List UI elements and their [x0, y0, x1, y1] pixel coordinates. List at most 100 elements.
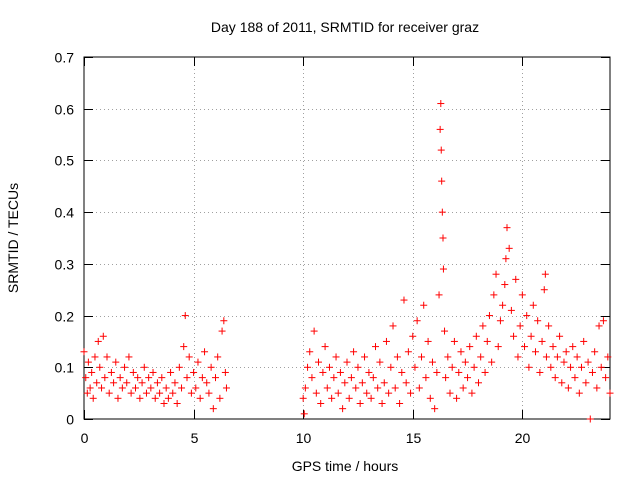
data-point — [459, 384, 467, 392]
data-point — [580, 337, 588, 345]
data-point — [531, 348, 539, 356]
data-point — [153, 379, 161, 387]
data-point — [428, 358, 436, 366]
data-point — [501, 281, 509, 289]
data-point — [88, 368, 96, 376]
x-axis-label: GPS time / hours — [292, 458, 399, 474]
y-tick-label: 0 — [66, 412, 74, 428]
data-point — [466, 343, 474, 351]
data-point — [560, 358, 568, 366]
data-point — [365, 368, 373, 376]
data-point — [147, 384, 155, 392]
data-point — [418, 353, 426, 361]
data-point — [514, 353, 522, 361]
data-point — [438, 208, 446, 216]
data-point — [220, 317, 228, 325]
data-point — [541, 270, 549, 278]
data-point — [118, 384, 126, 392]
data-point — [499, 301, 507, 309]
data-point — [564, 384, 572, 392]
data-point — [558, 379, 566, 387]
y-tick-label: 0.2 — [55, 309, 75, 325]
data-point — [540, 286, 548, 294]
x-tick-label: 10 — [296, 430, 312, 446]
data-point — [361, 353, 369, 361]
data-point — [448, 363, 456, 371]
data-points — [80, 100, 614, 423]
y-tick-label: 0.1 — [55, 360, 75, 376]
data-point — [192, 384, 200, 392]
data-point — [464, 374, 472, 382]
data-point — [444, 353, 452, 361]
data-point — [569, 343, 577, 351]
data-point — [332, 353, 340, 361]
data-point — [468, 389, 476, 397]
data-point — [183, 374, 191, 382]
grid-lines — [84, 57, 610, 419]
data-point — [595, 322, 603, 330]
data-point — [151, 394, 159, 402]
data-point — [584, 358, 592, 366]
data-point — [374, 384, 382, 392]
y-tick-label: 0.4 — [55, 205, 75, 221]
data-point — [114, 394, 122, 402]
data-point — [201, 348, 209, 356]
data-point — [369, 374, 377, 382]
data-point — [330, 374, 338, 382]
y-tick-label: 0.7 — [55, 50, 75, 66]
data-point — [435, 291, 443, 299]
data-point — [164, 394, 172, 402]
data-point — [132, 384, 140, 392]
data-point — [180, 343, 188, 351]
data-point — [125, 353, 133, 361]
data-point — [404, 348, 412, 356]
data-point — [167, 368, 175, 376]
data-point — [371, 343, 379, 351]
data-point — [481, 368, 489, 376]
data-point — [299, 394, 307, 402]
data-point — [350, 348, 358, 356]
data-point — [380, 379, 388, 387]
data-point — [415, 384, 423, 392]
data-point — [556, 332, 564, 340]
data-point — [521, 343, 529, 351]
data-point — [604, 353, 612, 361]
data-point — [84, 358, 92, 366]
data-point — [536, 368, 544, 376]
data-point — [181, 312, 189, 320]
data-point — [439, 265, 447, 273]
data-point — [389, 322, 397, 330]
data-point — [527, 332, 535, 340]
data-point — [160, 399, 168, 407]
data-point — [586, 415, 594, 423]
data-point — [437, 100, 445, 108]
plot-frame — [83, 56, 611, 420]
data-point — [328, 394, 336, 402]
data-point — [308, 374, 316, 382]
data-point — [336, 368, 344, 376]
data-point — [431, 405, 439, 413]
data-point — [420, 301, 428, 309]
data-point — [175, 363, 183, 371]
data-point — [538, 337, 546, 345]
data-point — [505, 244, 513, 252]
data-point — [382, 337, 390, 345]
data-point — [185, 353, 193, 361]
data-point — [94, 337, 102, 345]
data-point — [86, 384, 94, 392]
data-point — [400, 296, 408, 304]
data-point — [98, 384, 106, 392]
data-point — [436, 125, 444, 133]
data-point — [547, 363, 555, 371]
data-point — [300, 410, 308, 418]
data-point — [437, 146, 445, 154]
data-point — [145, 374, 153, 382]
axes: 0 0.1 0.2 0.3 0.4 0.5 0.6 0.7 0 5 10 15 20 — [55, 50, 611, 446]
data-point — [209, 405, 217, 413]
data-point — [142, 389, 150, 397]
chart-title: Day 188 of 2011, SRMTID for receiver gra… — [211, 19, 479, 35]
data-point — [83, 389, 91, 397]
data-point — [391, 384, 399, 392]
data-point — [123, 379, 131, 387]
